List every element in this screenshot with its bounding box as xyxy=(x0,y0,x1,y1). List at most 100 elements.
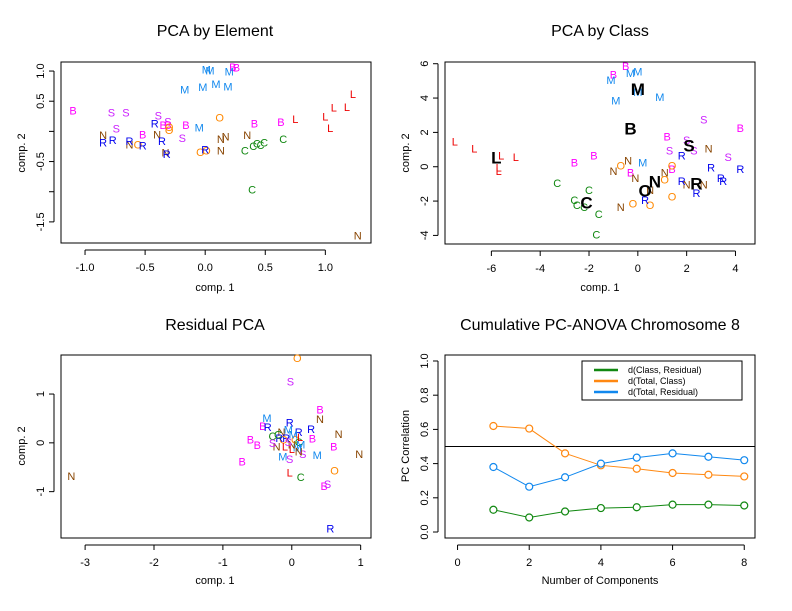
series-point xyxy=(740,472,749,481)
chart-title: PCA by Element xyxy=(157,23,274,40)
x-tick-label: -4 xyxy=(535,263,545,275)
point-m: M xyxy=(205,66,214,78)
point-b: B xyxy=(254,440,261,452)
panel-residual-pca: Residual PCA comp. 1 comp. 2 -3 -2 -1 0 1 1 0 -… xyxy=(16,317,372,587)
point-m: M xyxy=(293,443,302,455)
chart-title: PCA by Class xyxy=(551,23,649,40)
point-b: B xyxy=(663,132,670,144)
point-n: N xyxy=(217,145,225,157)
point-s: S xyxy=(287,376,294,388)
point-s: S xyxy=(164,116,171,128)
y-tick-label: 0.4 xyxy=(419,456,431,471)
series-point xyxy=(596,503,605,513)
y-tick-label: -4 xyxy=(419,231,431,241)
point-l: L xyxy=(496,166,502,178)
point-c: C xyxy=(553,178,561,190)
point-b: B xyxy=(159,120,166,132)
plot-frame xyxy=(60,61,372,244)
point-n: N xyxy=(99,130,107,142)
point-o: O xyxy=(215,113,224,125)
x-tick-label: 6 xyxy=(670,557,676,569)
point-o: O xyxy=(668,192,677,204)
x-tick-label: -1 xyxy=(218,557,228,569)
point-n: N xyxy=(67,471,75,483)
point-n: N xyxy=(277,427,285,439)
point-n: N xyxy=(354,230,362,242)
series-point xyxy=(525,424,534,433)
point-l: L xyxy=(331,102,337,114)
point-o: O xyxy=(165,122,174,134)
point-c: C xyxy=(241,145,249,157)
point-o: O xyxy=(629,199,638,211)
point-m: M xyxy=(211,79,220,91)
x-tick-label: -1.0 xyxy=(76,262,95,274)
series-point xyxy=(740,456,749,465)
x-axis-label: comp. 1 xyxy=(195,282,234,294)
point-o: O xyxy=(330,466,339,478)
legend: d(Class, Residual)d(Total, Class)d(Total… xyxy=(581,360,743,401)
point-l: L xyxy=(513,152,519,164)
y-tick-label: 1.0 xyxy=(35,63,47,78)
point-r: R xyxy=(641,195,649,207)
point-o: O xyxy=(279,434,288,446)
class-center-n: N xyxy=(649,173,661,192)
point-r: R xyxy=(295,427,303,439)
point-s: S xyxy=(155,110,162,122)
point-b: B xyxy=(233,63,240,75)
point-m: M xyxy=(278,451,287,463)
series-point xyxy=(668,500,677,509)
point-l: L xyxy=(327,123,333,135)
y-tick-label: 0 xyxy=(35,440,47,446)
x-axis-label: comp. 1 xyxy=(195,575,234,587)
point-n: N xyxy=(243,130,251,142)
point-s: S xyxy=(269,438,276,450)
x-tick-label: 1 xyxy=(358,557,364,569)
point-r: R xyxy=(326,524,334,536)
point-o: O xyxy=(668,161,677,173)
point-l: L xyxy=(452,137,458,149)
x-axis-label: comp. 1 xyxy=(580,282,619,294)
point-s: S xyxy=(299,449,306,461)
series-point xyxy=(525,482,534,491)
point-b: B xyxy=(277,117,284,129)
point-c: C xyxy=(295,437,303,449)
point-c: C xyxy=(279,134,287,146)
y-tick-label: -0.5 xyxy=(35,152,47,171)
point-m: M xyxy=(225,66,234,78)
chart-title: Residual PCA xyxy=(165,317,265,334)
point-l: L xyxy=(498,150,504,162)
point-b: B xyxy=(229,62,236,74)
chart-title: Cumulative PC-ANOVA Chromosome 8 xyxy=(460,317,740,334)
point-r: R xyxy=(736,164,744,176)
point-r: R xyxy=(678,150,686,162)
class-center-c: C xyxy=(580,193,592,212)
point-n: N xyxy=(646,185,654,197)
point-r: R xyxy=(163,149,171,161)
point-b: B xyxy=(330,442,337,454)
point-b: B xyxy=(182,120,189,132)
x-tick-label: 4 xyxy=(598,557,604,569)
point-r: R xyxy=(275,433,283,445)
y-tick-label: 2 xyxy=(419,129,431,135)
point-n: N xyxy=(609,166,617,178)
class-center-m: M xyxy=(631,80,645,99)
point-r: R xyxy=(126,136,134,148)
y-tick-label: -1 xyxy=(35,487,47,497)
series-point xyxy=(632,503,641,512)
point-r: R xyxy=(717,173,725,185)
y-tick-label: 0.6 xyxy=(419,422,431,437)
point-n: N xyxy=(700,180,708,192)
point-l: L xyxy=(496,162,502,174)
point-m: M xyxy=(284,425,293,437)
point-n: N xyxy=(705,144,713,156)
point-b: B xyxy=(309,433,316,445)
point-m: M xyxy=(223,81,232,93)
point-m: M xyxy=(180,84,189,96)
point-n: N xyxy=(316,414,324,426)
point-m: M xyxy=(313,450,322,462)
point-m: M xyxy=(626,68,635,80)
y-tick-label: 0.8 xyxy=(419,388,431,403)
series-point xyxy=(704,500,713,509)
point-m: M xyxy=(202,64,211,76)
